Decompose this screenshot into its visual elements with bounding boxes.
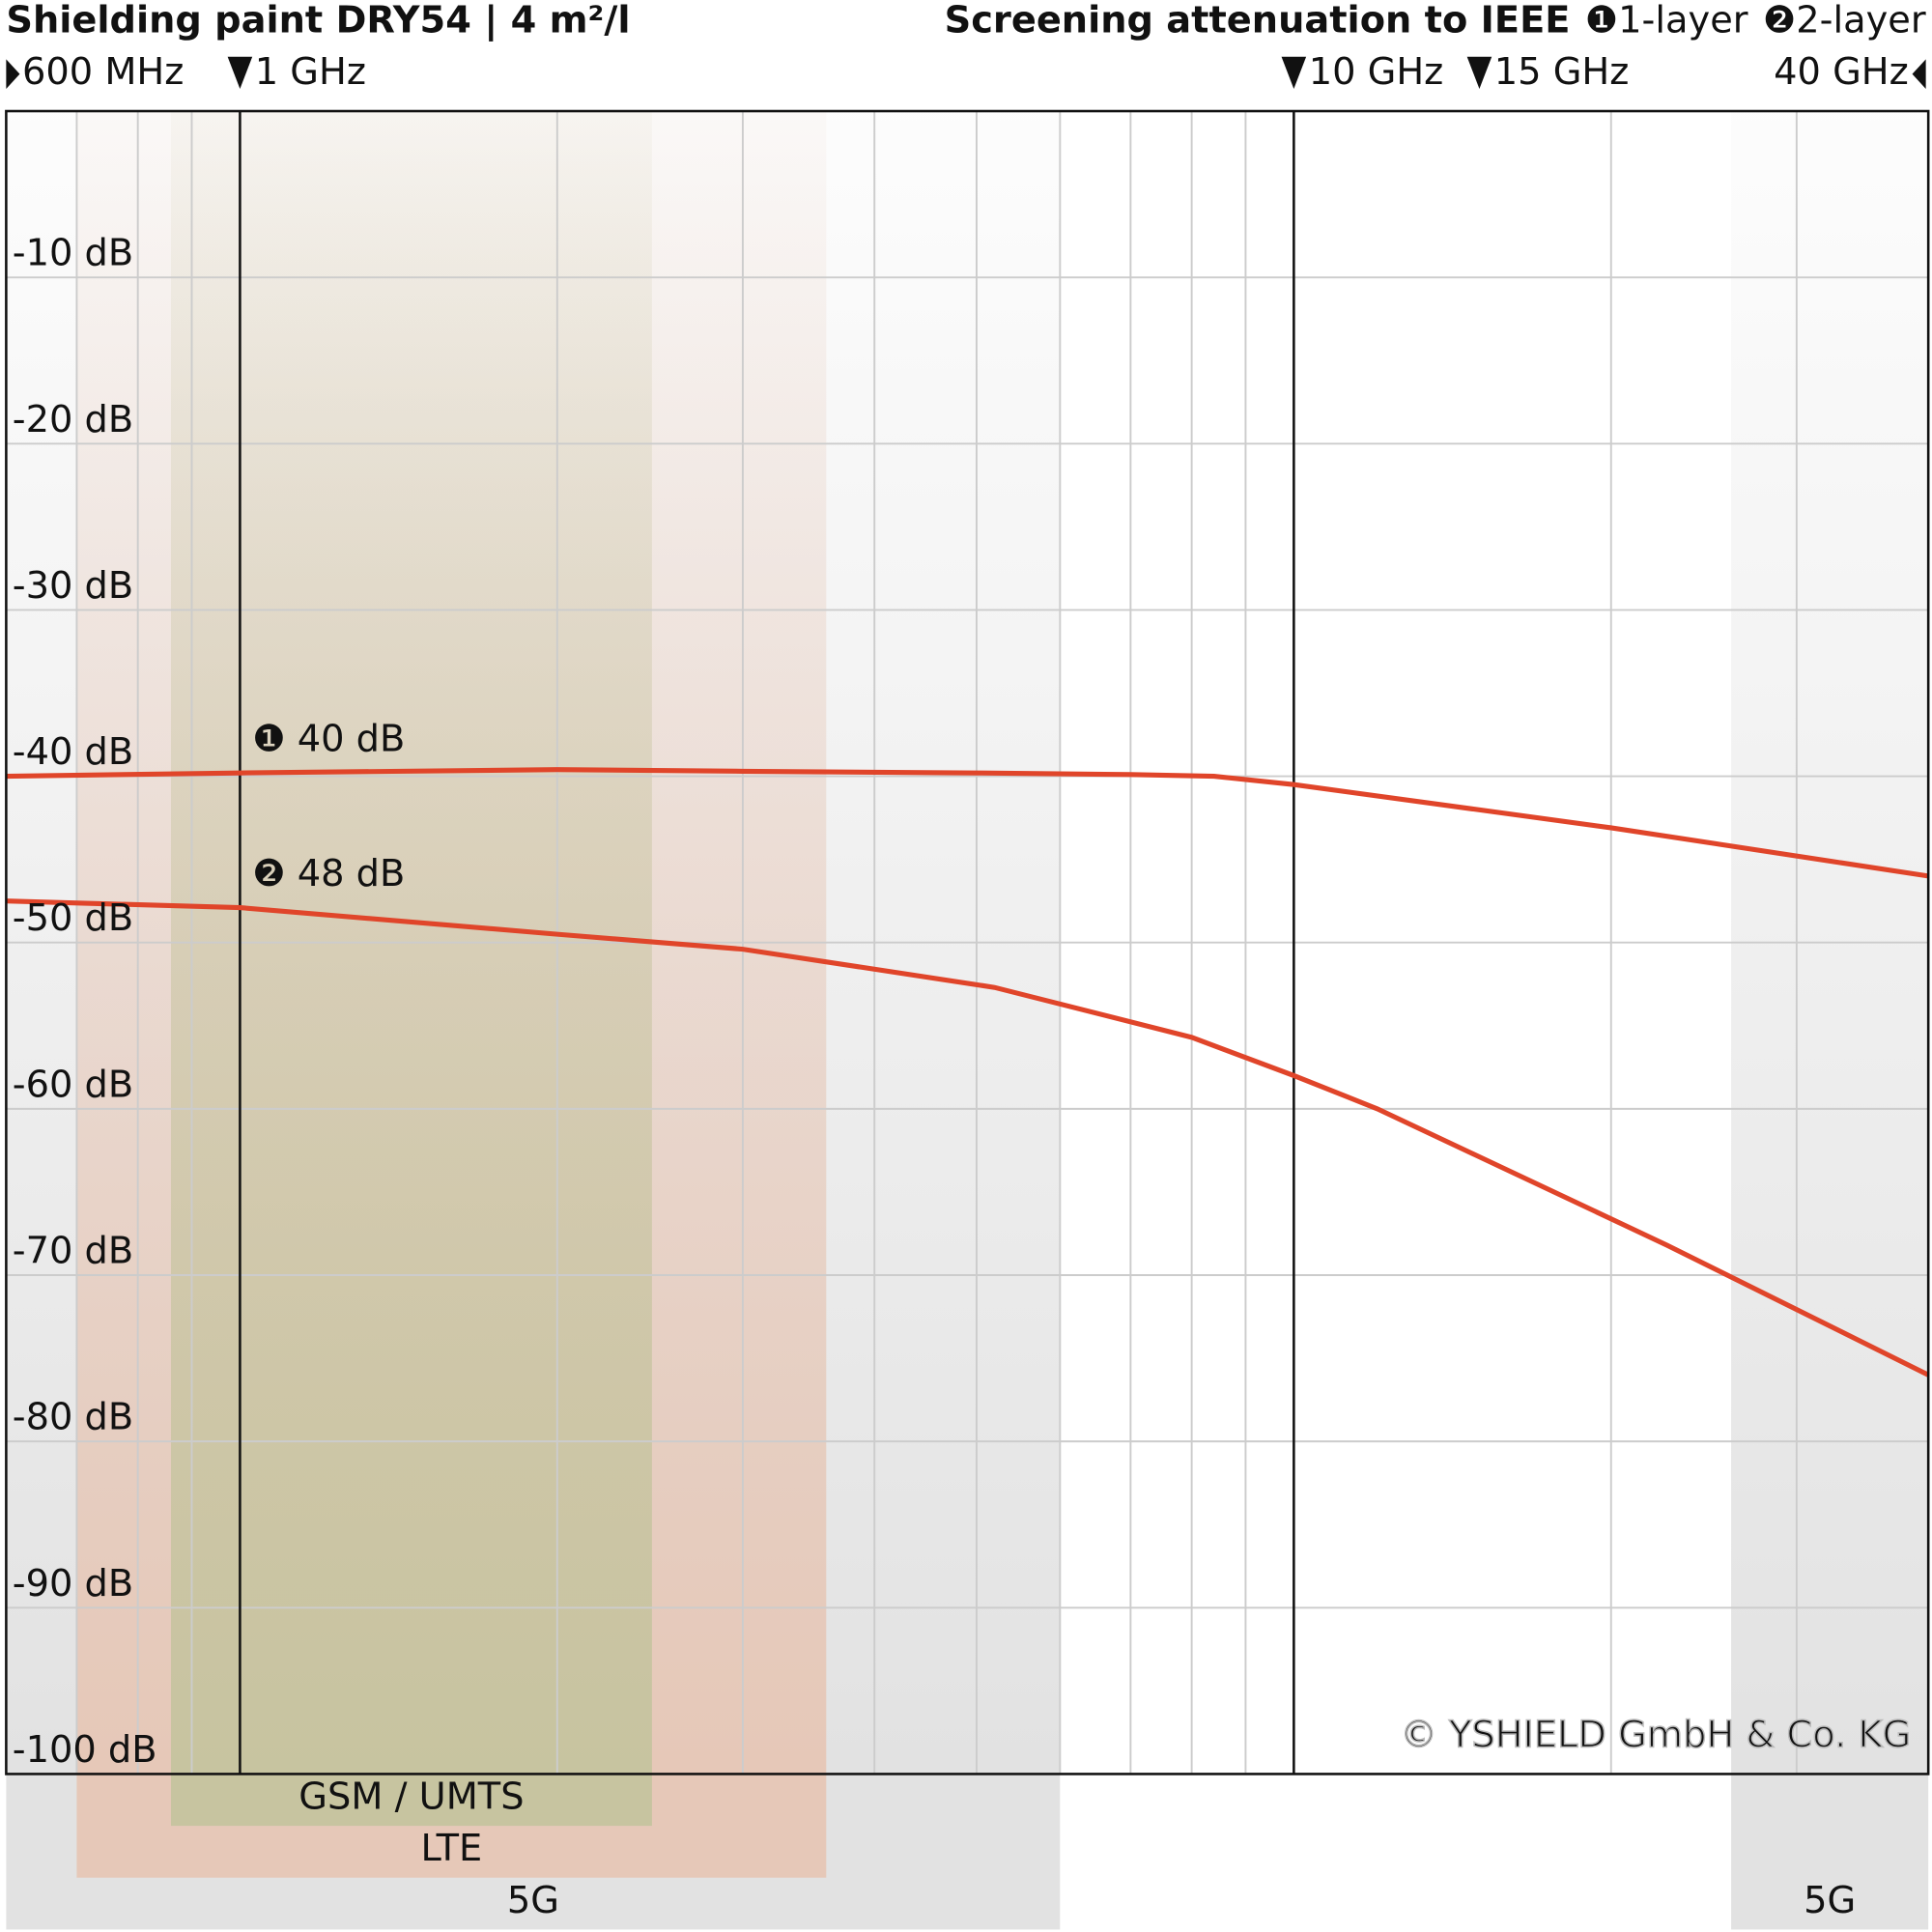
x-tick-label: 15 GHz: [1494, 50, 1630, 94]
legend-entry: ❶1-layer: [1585, 0, 1748, 43]
y-tick-label: -10 dB: [13, 232, 133, 275]
legend-entry: ❷2-layer: [1763, 0, 1926, 43]
copyright: © YSHIELD GmbH & Co. KG: [1400, 1714, 1911, 1757]
y-tick-label: -40 dB: [13, 730, 133, 774]
x-tick-marker: [6, 59, 20, 90]
y-tick-label: -50 dB: [13, 896, 133, 940]
x-tick-marker: [1912, 59, 1926, 90]
y-tick-label: -60 dB: [13, 1063, 133, 1106]
y-tick-label: -80 dB: [13, 1396, 133, 1439]
band-label: LTE: [421, 1827, 483, 1870]
x-tick-label: 1 GHz: [255, 50, 366, 94]
x-tick-marker: [227, 56, 253, 90]
x-tick-marker: [1466, 56, 1492, 90]
band-label: GSM / UMTS: [298, 1775, 524, 1818]
band-label: 5G: [507, 1879, 559, 1922]
chart-title: Shielding paint DRY54 | 4 m²/l: [6, 0, 630, 43]
y-tick-label: -100 dB: [13, 1728, 157, 1772]
y-tick-label: -90 dB: [13, 1562, 133, 1605]
annotation: ❶ 40 dB: [252, 717, 405, 760]
x-tick-label: 40 GHz: [1774, 50, 1909, 94]
x-tick-marker: [1281, 56, 1307, 90]
band-label: 5G: [1804, 1879, 1856, 1922]
series-line: [6, 767, 1929, 879]
y-tick-label: -70 dB: [13, 1229, 133, 1272]
x-tick-label: 10 GHz: [1309, 50, 1444, 94]
series-line: [6, 898, 1930, 1378]
y-tick-label: -30 dB: [13, 564, 133, 608]
x-tick-label: 600 MHz: [22, 50, 184, 94]
plot-frame: [5, 109, 1930, 1776]
band-foot: [170, 1774, 652, 1827]
annotation: ❷ 48 dB: [252, 852, 405, 895]
band-foot: [1731, 1774, 1929, 1930]
y-tick-label: -20 dB: [13, 398, 133, 441]
subtitle: Screening attenuation to IEEE: [945, 0, 1571, 43]
